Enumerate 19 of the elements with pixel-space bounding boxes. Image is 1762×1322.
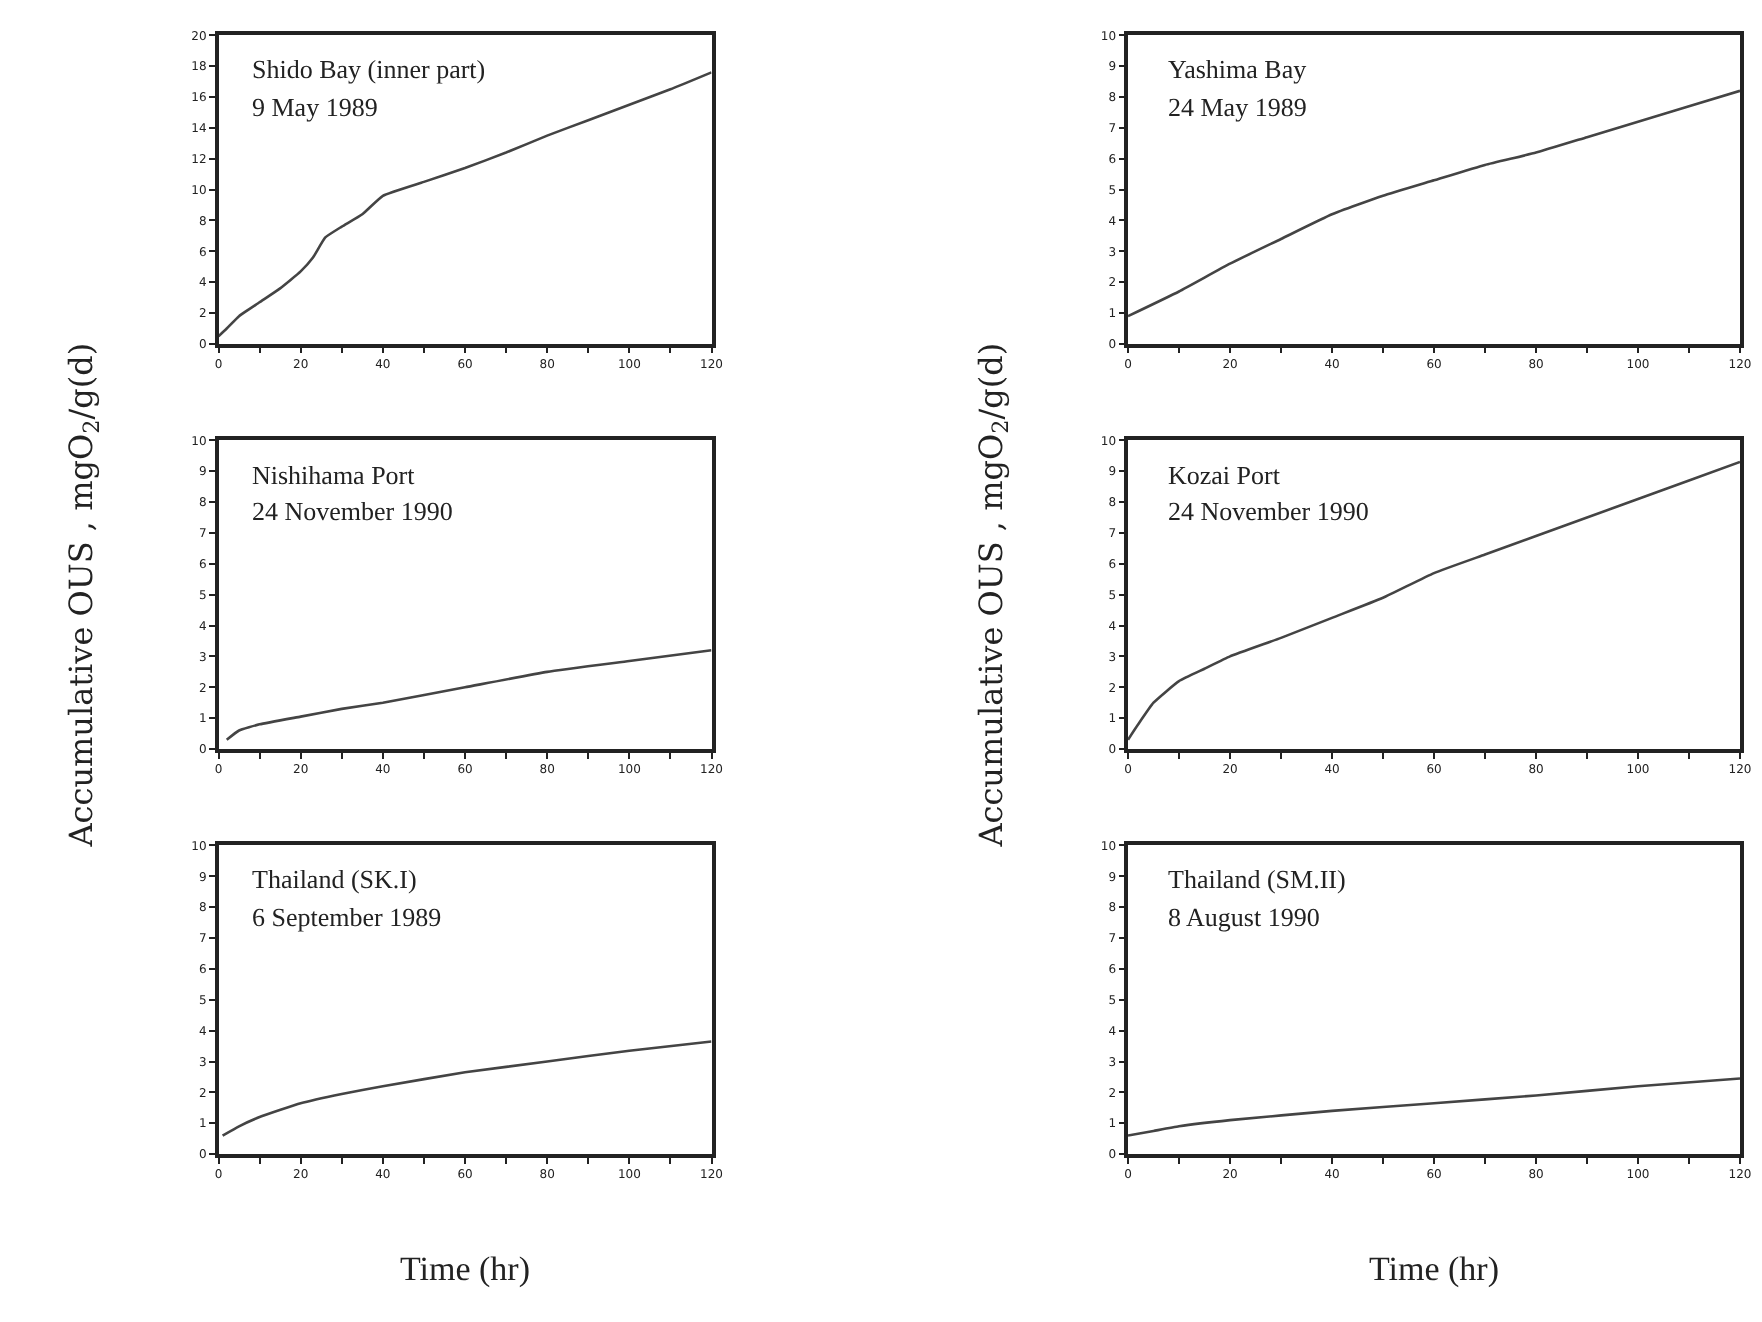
x-axis-title: Time (hr) — [399, 1249, 531, 1288]
text: Thailand (SM.II) — [1168, 864, 1346, 894]
line-series — [1128, 89, 1740, 318]
text: Kozai Port — [1168, 460, 1281, 490]
text: 24 November 1990 — [252, 496, 453, 526]
text: Yashima Bay — [1168, 54, 1308, 84]
text: Thailand (SK.I) — [252, 864, 417, 894]
line-series — [1128, 460, 1740, 742]
text: Nishihama Port — [252, 460, 416, 490]
line-series — [225, 648, 712, 742]
text: 8 August 1990 — [1168, 902, 1320, 932]
text: 24 November 1990 — [1168, 496, 1369, 526]
line-series — [1128, 1077, 1740, 1137]
line-series — [221, 1040, 712, 1137]
text: Shido Bay (inner part) — [252, 54, 486, 84]
text: 6 September 1989 — [252, 902, 442, 932]
text: 24 May 1989 — [1168, 92, 1307, 122]
text: 9 May 1989 — [252, 92, 378, 122]
x-axis-title: Time (hr) — [1368, 1249, 1500, 1288]
